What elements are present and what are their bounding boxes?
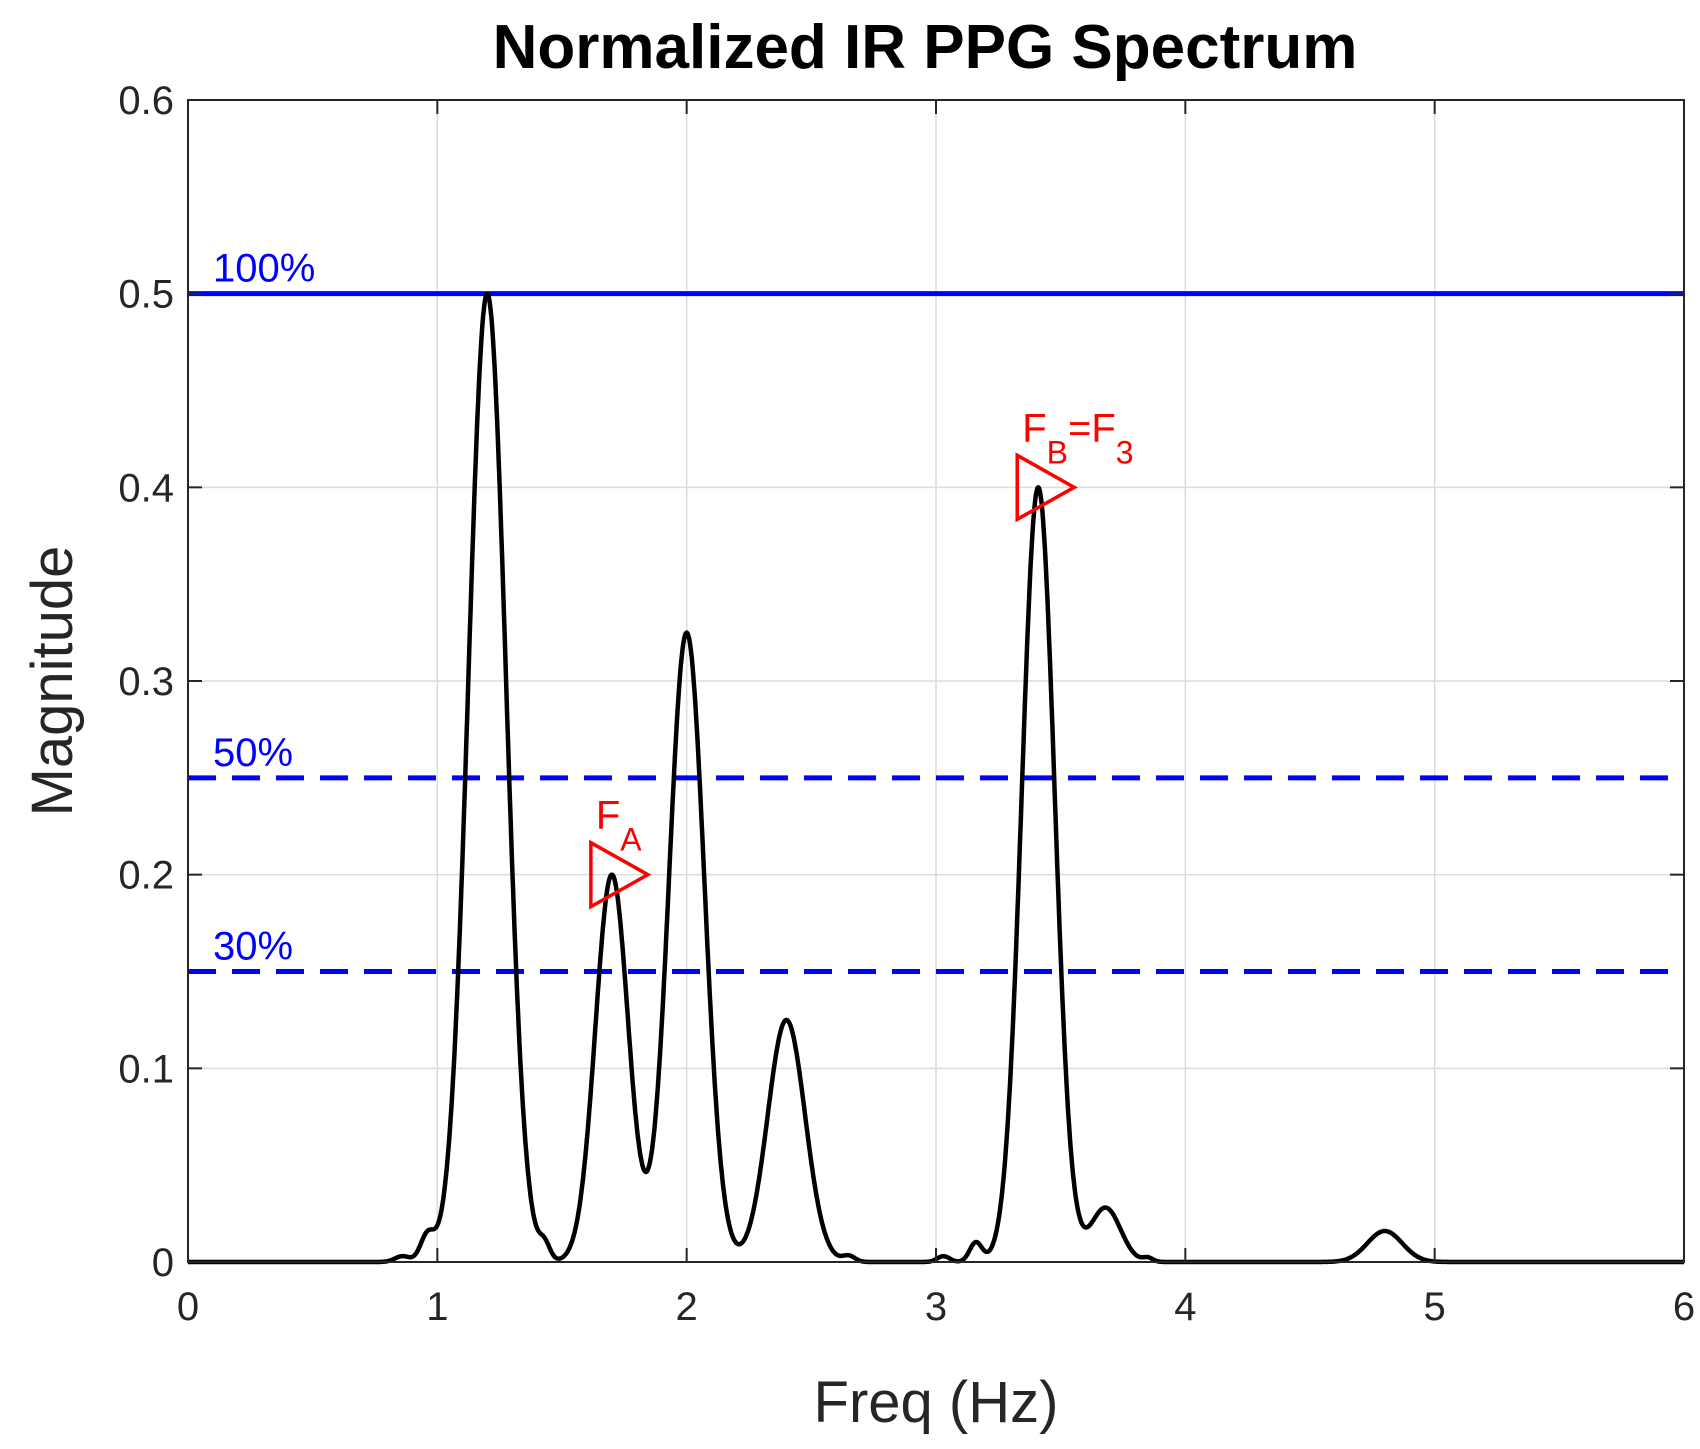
reference-label-50pct: 50% [213,731,293,775]
reference-label-30pct: 30% [213,925,293,969]
x-tick-label: 1 [426,1285,448,1329]
x-tick-label: 0 [177,1285,199,1329]
y-axis-label: Magnitude [20,546,85,817]
fa-label: FA [596,794,642,858]
y-tick-label: 0.1 [118,1047,174,1091]
reference-label-100pct: 100% [213,247,315,291]
fa-marker [589,839,652,910]
reference-lines: 100% 50% 30% [188,247,1684,974]
x-tick-label: 5 [1424,1285,1446,1329]
chart-title: Normalized IR PPG Spectrum [493,13,1358,82]
fb-label: FB=F3 [1022,406,1133,470]
fb-marker [1015,452,1078,523]
y-tick-label: 0.4 [118,466,174,510]
grid [188,100,1684,1262]
axis-ticks: 0 1 2 3 4 5 6 0 0.1 0.2 0.3 0.4 0.5 0.6 [118,79,1695,1329]
y-tick-label: 0 [152,1241,174,1285]
y-tick-label: 0.3 [118,660,174,704]
x-tick-label: 4 [1174,1285,1196,1329]
x-axis-label: Freq (Hz) [814,1370,1059,1435]
y-tick-label: 0.6 [118,79,174,123]
y-tick-label: 0.2 [118,854,174,898]
y-tick-label: 0.5 [118,273,174,317]
x-tick-label: 6 [1673,1285,1695,1329]
x-tick-label: 2 [676,1285,698,1329]
annotations: FA FB=F3 [589,406,1134,910]
x-tick-label: 3 [925,1285,947,1329]
